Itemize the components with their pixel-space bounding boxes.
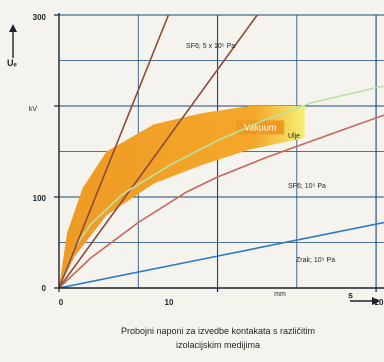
series-line-1 [58, 85, 384, 288]
vacuum-label: Vakuum [244, 122, 276, 132]
series-line-2 [58, 114, 384, 288]
series-label-sf6-5bar: SF6; 5 x 10⁵ Pa [186, 43, 235, 50]
series-line-3 [58, 221, 384, 288]
series-line-4 [58, 14, 170, 288]
x-arrow-head [372, 297, 380, 305]
series-line-0 [58, 14, 258, 288]
y-axis-unit: kV [29, 106, 38, 113]
y-tick-300: 300 [33, 13, 47, 22]
x-tick-20: 20 [375, 298, 384, 307]
vacuum-band [59, 106, 305, 288]
series-label-oil: Ulje [288, 133, 300, 140]
series-label-air: Zrak; 10⁵ Pa [296, 257, 335, 264]
axes [9, 13, 384, 305]
x-axis-unit: mm [274, 291, 286, 298]
x-tick-10: 10 [165, 298, 174, 307]
x-tick-0: 0 [59, 298, 64, 307]
chart-caption-line-2: izolacijskim medijima [176, 340, 260, 350]
y-axis-label: Uₑ [7, 58, 17, 68]
y-tick-0: 0 [42, 284, 47, 293]
x-axis-label: s [348, 290, 353, 300]
series-layer [58, 14, 384, 288]
band-layer: Vakuum [59, 106, 305, 288]
chart-caption-line-1: Probojni naponi za izvedbe kontakata s r… [121, 326, 315, 336]
y-arrow-head [9, 24, 17, 32]
y-tick-100: 100 [33, 194, 47, 203]
vacuum-label-bg [236, 120, 285, 135]
series-label-sf6-1bar: SF6; 10⁵ Pa [288, 183, 326, 190]
